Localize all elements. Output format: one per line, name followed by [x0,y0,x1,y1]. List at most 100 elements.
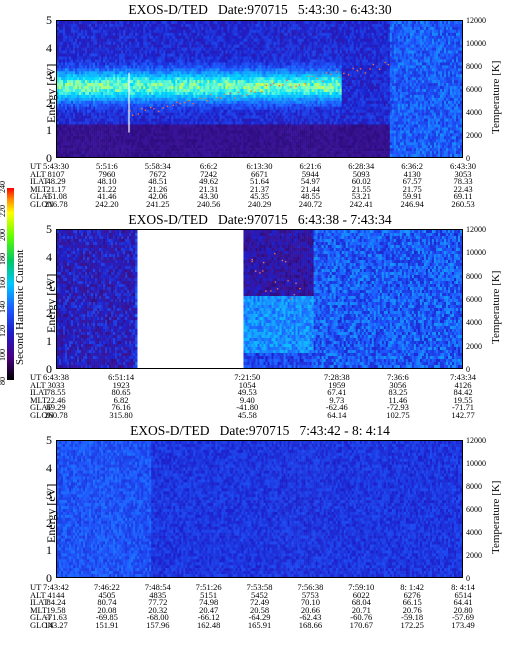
table-cell: 151.91 [85,621,129,630]
y-tick-label: 0 [38,363,52,375]
table-cell: 59.91 [390,192,434,201]
table-row-label: GLON [30,200,54,209]
table-cell: 19.58 [34,606,78,615]
y-tick-label: 5 [38,223,52,235]
y-tick-label: 3 [38,279,52,291]
table-cell: 102.75 [376,411,420,420]
panel-2-orbit-table: UT ALT ILAT MLT GLAT GLON 6:43:38 3033 78.55 22.4… [0,373,505,424]
table-cell: 42.06 [136,192,180,201]
table-cell: 4835 [136,591,180,600]
y2-tick-label: 12000 [466,16,486,25]
table-cell: -69.85 [85,613,129,622]
y2-axis-label: Temperature [K] [490,481,502,554]
table-cell: 162.48 [187,621,231,630]
table-cell: 6671 [238,170,282,179]
y-tick-label: 4 [38,42,52,54]
table-cell: 6:51:14 [99,373,143,382]
table-cell: 43.30 [187,192,231,201]
table-cell: 5944 [288,170,332,179]
table-cell: 74.98 [187,598,231,607]
panel-3-spectrogram [56,440,463,578]
y-tick-label: 0 [38,152,52,164]
table-cell: 7:53:58 [238,583,282,592]
table-cell: 19.55 [441,396,485,405]
table-cell: 78.33 [441,177,485,186]
y2-tick-label: 2000 [466,551,482,560]
table-row-label: GLON [30,411,54,420]
table-cell: 78.55 [34,388,78,397]
table-cell: 6022 [339,591,383,600]
y2-tick-label: 0 [466,574,470,583]
table-cell: 21.22 [85,185,129,194]
y2-tick-label: 8000 [466,62,482,71]
panel-1-orbit-table: UT ALT ILAT MLT GLAT GLON 5:43:30 8107 48.29 21.1… [0,162,505,213]
table-cell: 7:48:54 [136,583,180,592]
y-tick-label: 5 [38,14,52,26]
table-cell: 7:59:10 [339,583,383,592]
table-row-label: GLAT [30,613,52,622]
table-cell: 84.24 [34,598,78,607]
table-cell: 4144 [34,591,78,600]
colorbar [7,188,14,380]
table-cell: 48.51 [136,177,180,186]
colorbar-label: Second Harmonic Current [14,250,26,365]
table-cell: 21.37 [238,185,282,194]
table-cell: 20.66 [288,606,332,615]
table-cell: 68.04 [339,598,383,607]
table-cell: 69.29 [34,403,78,412]
table-cell: 8107 [34,170,78,179]
colorbar-tick: 180 [0,253,7,265]
y2-tick-label: 0 [466,365,470,374]
table-cell: 240.56 [187,200,231,209]
colorbar-gradient [7,188,14,380]
table-cell: 20.08 [85,606,129,615]
table-row-label: MLT [30,185,47,194]
y2-tick-label: 6000 [466,85,482,94]
table-cell: 240.72 [288,200,332,209]
table-cell: -59.18 [390,613,434,622]
table-cell: -57.69 [441,613,485,622]
table-row-label: ILAT [30,598,48,607]
table-cell: 20.80 [441,606,485,615]
table-cell: 11.46 [376,396,420,405]
table-cell: 9.40 [225,396,269,405]
table-cell: 7:51:26 [187,583,231,592]
table-cell: -51.08 [34,192,78,201]
y2-tick-label: 10000 [466,459,486,468]
y2-axis-label: Temperature [K] [490,61,502,134]
table-cell: 260.78 [34,411,78,420]
table-cell: 168.66 [288,621,332,630]
colorbar-tick: 120 [0,325,7,337]
y-tick-label: 4 [38,251,52,263]
table-row-label: MLT [30,606,47,615]
table-cell: 5:51:6 [85,162,129,171]
table-cell: 48.10 [85,177,129,186]
table-cell: 6.82 [99,396,143,405]
table-row-label: ILAT [30,388,48,397]
table-cell: 21.75 [390,185,434,194]
table-cell: 7672 [136,170,180,179]
table-row-label: ALT [30,381,46,390]
panel-3-orbit-table: UT ALT ILAT MLT GLAT GLON 7:43:42 4144 84.24 19.5… [0,583,505,634]
table-cell: 7:28:38 [315,373,359,382]
table-cell: 21.26 [136,185,180,194]
table-cell: 67.57 [390,177,434,186]
table-cell: 21.31 [187,185,231,194]
table-cell: 66.15 [390,598,434,607]
y-tick-label: 1 [38,335,52,347]
table-cell: 5:58:34 [136,162,180,171]
y-axis-label: Energy [eV] [44,484,59,543]
y2-tick-label: 4000 [466,108,482,117]
table-cell: 142.77 [441,411,485,420]
table-cell: 3056 [376,381,420,390]
table-cell: 70.10 [288,598,332,607]
table-cell: 172.25 [390,621,434,630]
table-cell: 49.53 [225,388,269,397]
table-cell: 8: 4:14 [441,583,485,592]
table-cell: 157.96 [136,621,180,630]
table-cell: 4505 [85,591,129,600]
panel-3-title: EXOS-D/TED Date:970715 7:43:42 - 8: 4:14 [55,423,465,439]
table-cell: 20.32 [136,606,180,615]
y-tick-label: 1 [38,124,52,136]
table-cell: -62.46 [315,403,359,412]
